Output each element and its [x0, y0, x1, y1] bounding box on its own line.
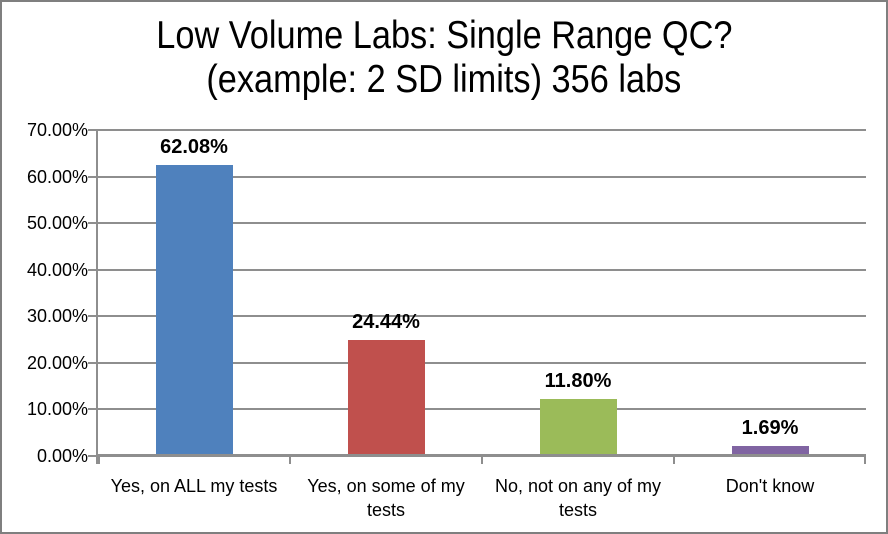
y-axis-label-30.00%: 30.00%	[26, 306, 88, 326]
x-axis-boundary-tick-2	[481, 456, 483, 464]
chart-title-line-2: (example: 2 SD limits) 356 labs	[2, 58, 886, 102]
y-axis-label-60.00%: 60.00%	[26, 167, 88, 187]
x-axis-category-label-Yes, on some of my tests: Yes, on some of my tests	[307, 476, 465, 520]
y-axis-tick-10.00%	[88, 408, 98, 410]
y-axis-tick-60.00%	[88, 176, 98, 178]
chart-title-line-2-text: (example: 2 SD limits) 356 labs	[206, 58, 682, 101]
bar-value-label-24.44%: 24.44%	[352, 311, 420, 333]
y-axis-tick-0.00%	[88, 455, 98, 457]
x-axis-category-label-No, not on any of my tests: No, not on any of my tests	[494, 476, 662, 520]
y-axis-label-20.00%: 20.00%	[26, 353, 88, 373]
y-axis-tick-40.00%	[88, 269, 98, 271]
x-axis-boundary-tick-1	[289, 456, 291, 464]
y-axis-tick-20.00%	[88, 362, 98, 364]
x-axis-boundary-tick-0	[98, 456, 100, 464]
gridline-50.00%	[98, 222, 866, 224]
chart-title: Low Volume Labs: Single Range QC? (examp…	[2, 14, 886, 102]
gridline-70.00%	[98, 129, 866, 131]
x-axis-category-label-Yes, on ALL my tests: Yes, on ALL my tests	[110, 476, 278, 496]
y-axis-label-50.00%: 50.00%	[26, 213, 88, 233]
x-axis-boundary-tick-3	[673, 456, 675, 464]
bar-Yes, on some of my tests	[348, 340, 425, 454]
gridline-60.00%	[98, 176, 866, 178]
bar-Don't know	[732, 446, 809, 454]
y-axis-line	[96, 130, 98, 464]
y-axis-tick-30.00%	[88, 315, 98, 317]
y-axis-label-0.00%: 0.00%	[36, 446, 88, 466]
gridline-20.00%	[98, 362, 866, 364]
chart-title-line-1: Low Volume Labs: Single Range QC?	[2, 14, 886, 58]
x-axis-boundary-tick-4	[864, 456, 866, 464]
y-axis-label-40.00%: 40.00%	[26, 260, 88, 280]
x-axis-category-label-Don't know: Don't know	[725, 476, 815, 496]
bar-value-label-1.69%: 1.69%	[741, 417, 799, 439]
y-axis-label-10.00%: 10.00%	[26, 399, 88, 419]
gridline-10.00%	[98, 408, 866, 410]
bar-value-label-62.08%: 62.08%	[160, 136, 228, 158]
x-axis-line	[98, 454, 866, 456]
gridline-30.00%	[98, 315, 866, 317]
y-axis-label-70.00%: 70.00%	[26, 120, 88, 140]
y-axis-tick-70.00%	[88, 129, 98, 131]
bar-value-label-11.80%: 11.80%	[544, 370, 612, 392]
bar-No, not on any of my tests	[540, 399, 617, 454]
bar-Yes, on ALL my tests	[156, 165, 233, 454]
y-axis-tick-50.00%	[88, 222, 98, 224]
chart-title-line-1-text: Low Volume Labs: Single Range QC?	[155, 14, 733, 57]
plot-area: 0.00% 10.00% 20.00% 30.00% 40.00% 50.00% 60.00…	[27, 120, 866, 520]
gridline-40.00%	[98, 269, 866, 271]
